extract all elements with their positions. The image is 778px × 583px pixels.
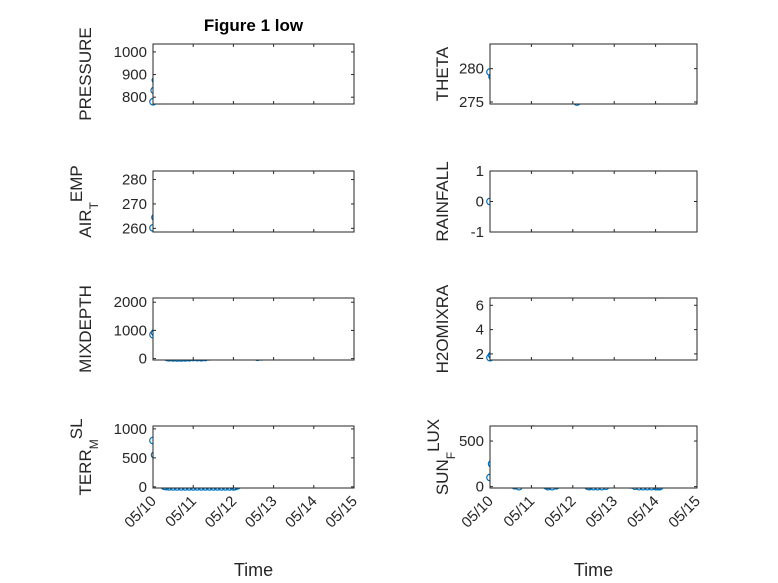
axes-frame	[489, 425, 698, 489]
x-tick-label: 05/11	[500, 493, 538, 531]
x-tick-label: 05/11	[162, 493, 200, 531]
y-tick-label: 0	[476, 194, 484, 211]
axes-frame	[489, 297, 698, 361]
subplot-sun-flux: 05/10 05/11 05/12 05/13 05/14 05/15 0 500SUNFLU…	[424, 419, 704, 580]
y-tick-label: 1000	[114, 44, 147, 61]
axes-frame	[489, 170, 698, 233]
x-tick-label: 05/10	[458, 493, 497, 532]
y-tick-label: 500	[459, 433, 484, 450]
x-tick-label: 05/12	[202, 493, 241, 532]
y-axis-label: RAINFALL	[433, 161, 452, 241]
subplot-h2omixra: 2 4 6 H2OMIXRA	[433, 284, 698, 373]
x-tick-label: 05/10	[121, 493, 160, 532]
x-axis-label: Time	[234, 560, 273, 580]
y-tick-label: 0	[476, 479, 484, 496]
y-tick-label: 4	[476, 322, 484, 339]
y-tick-label: 800	[122, 89, 147, 106]
subplot-rainfall: -1 0 1 RAINFALL	[433, 161, 698, 242]
x-tick-label: 05/12	[541, 493, 580, 532]
y-tick-label: 280	[122, 172, 147, 189]
axes-frame	[489, 43, 698, 105]
subplot-air-temp: 260 270 280 AIRTEMP	[67, 165, 355, 238]
x-tick-label: 05/14	[282, 493, 321, 532]
y-tick-label: 0	[139, 479, 147, 496]
subplot-mixdepth: 0 1000 2000 MIXDEPTH	[76, 285, 355, 373]
y-axis-label: TERRMSL	[67, 418, 102, 495]
subplot-theta: 275 280 THETA	[433, 43, 698, 111]
y-axis-label: PRESSURE	[76, 27, 95, 121]
subplot-terr-msl: 05/10 05/11 05/12 05/13 05/14 05/15 0 500 1000 TE…	[67, 418, 361, 580]
chart-title: Figure 1 low	[204, 16, 304, 35]
y-tick-label: -1	[471, 224, 484, 241]
x-tick-label: 05/13	[242, 493, 281, 532]
y-tick-label: 6	[476, 297, 484, 314]
y-tick-label: 280	[459, 61, 484, 78]
x-axis-label: Time	[574, 560, 613, 580]
y-tick-label: 270	[122, 196, 147, 213]
x-tick-label: 05/14	[624, 493, 663, 532]
y-tick-label: 1	[476, 163, 484, 180]
axes-frame	[152, 425, 355, 489]
y-tick-label: 275	[459, 94, 484, 111]
y-axis-label: SUNFLUX	[424, 419, 459, 495]
axes-frame	[152, 170, 355, 233]
y-axis-label: AIRTEMP	[67, 165, 102, 238]
y-axis-label: H2OMIXRA	[433, 284, 452, 373]
y-axis-label: THETA	[433, 46, 452, 101]
y-tick-label: 260	[122, 220, 147, 237]
y-tick-label: 2000	[114, 294, 147, 311]
x-tick-label: 05/15	[322, 493, 361, 532]
y-tick-label: 2	[476, 346, 484, 363]
y-tick-label: 900	[122, 67, 147, 84]
x-tick-label: 05/13	[582, 493, 621, 532]
x-tick-label: 05/15	[665, 493, 704, 532]
axes-frame	[152, 297, 355, 361]
y-tick-label: 1000	[114, 421, 147, 438]
y-axis-label: MIXDEPTH	[76, 285, 95, 373]
subplot-pressure: 800 900 1000 PRESSURE Figure 1 low	[76, 16, 355, 121]
y-tick-label: 0	[139, 351, 147, 368]
y-tick-label: 1000	[114, 322, 147, 339]
axes-frame	[152, 43, 355, 105]
y-tick-label: 500	[122, 450, 147, 467]
